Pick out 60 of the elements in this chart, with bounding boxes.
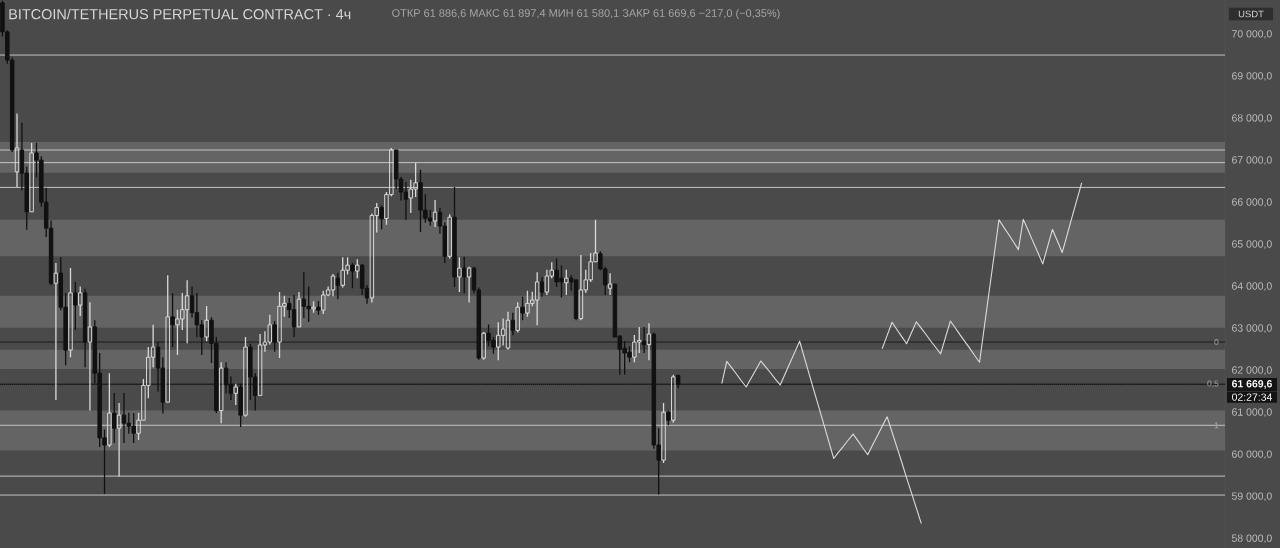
y-tick-label: 59 000,0 <box>1231 492 1272 502</box>
candlestick <box>408 179 414 214</box>
candlestick <box>564 269 569 296</box>
candlestick <box>330 273 336 297</box>
y-tick-label: 70 000,0 <box>1232 30 1272 39</box>
candlestick <box>14 112 20 188</box>
candlestick <box>87 301 93 412</box>
y-tick-label: 69 000,0 <box>1232 72 1272 81</box>
candlestick <box>403 181 409 221</box>
y-tick-label: 62 000,0 <box>1232 366 1272 375</box>
candlestick <box>301 271 307 319</box>
candlestick <box>452 186 457 288</box>
y-tick-label: 64 000,0 <box>1232 282 1272 291</box>
candlestick <box>646 322 652 361</box>
candlestick <box>291 294 297 338</box>
candlestick <box>257 333 263 396</box>
candlestick <box>578 254 584 321</box>
candlestick <box>53 262 59 401</box>
candlestick <box>457 256 462 293</box>
y-tick-label: 60 000,0 <box>1232 450 1272 460</box>
y-tick-label: 65 000,0 <box>1232 240 1272 249</box>
candlestick <box>500 317 506 347</box>
candlestick <box>534 271 540 326</box>
candlestick <box>184 279 190 344</box>
candlestick <box>573 279 579 321</box>
candlestick <box>544 269 550 296</box>
chart-title: BITCOIN/TETHERUS PERPETUAL CONTRACT · 4ч <box>9 8 351 20</box>
candlestick <box>636 326 642 354</box>
candlestick <box>432 199 438 228</box>
y-tick-label: 61 000,0 <box>1232 408 1272 417</box>
candlestick <box>218 361 224 424</box>
candlestick <box>350 262 355 289</box>
candlestick <box>539 276 545 298</box>
candlestick <box>335 272 341 300</box>
text: 02:27:34 <box>1232 393 1273 401</box>
candlestick <box>68 267 73 358</box>
candlestick <box>505 311 511 351</box>
candlestick <box>466 267 472 304</box>
candlestick <box>112 392 117 444</box>
candlestick <box>121 392 127 444</box>
annotation: 0 <box>1214 339 1219 346</box>
y-tick-label: 66 000,0 <box>1232 198 1272 207</box>
annotation: 0,5 <box>1207 380 1219 388</box>
annotation: ОТКР 61 886,6 МАКС 61 897,4 МИН 61 580,1 ЗАКР 61 669,6 −217,0 (−0,35%) <box>392 8 780 20</box>
ref-line-label: 61 669,6 <box>1232 380 1272 389</box>
y-tick-label: 68 000,0 <box>1232 114 1272 123</box>
candlestick <box>204 305 209 342</box>
candlestick <box>296 291 302 328</box>
y-axis-title: USDT <box>1238 10 1264 18</box>
y-tick-label: 63 000,0 <box>1232 324 1272 333</box>
candlestick <box>607 272 613 296</box>
candlestick <box>107 372 112 448</box>
candlestick <box>73 281 78 331</box>
y-tick-label: 67 000,0 <box>1232 156 1272 165</box>
candlestick <box>165 274 170 403</box>
line-series <box>881 182 1083 363</box>
candlestick <box>510 312 516 336</box>
candlestick <box>462 256 467 294</box>
candlestick <box>116 402 122 478</box>
y-tick-label: 58 000,0 <box>1231 534 1272 544</box>
